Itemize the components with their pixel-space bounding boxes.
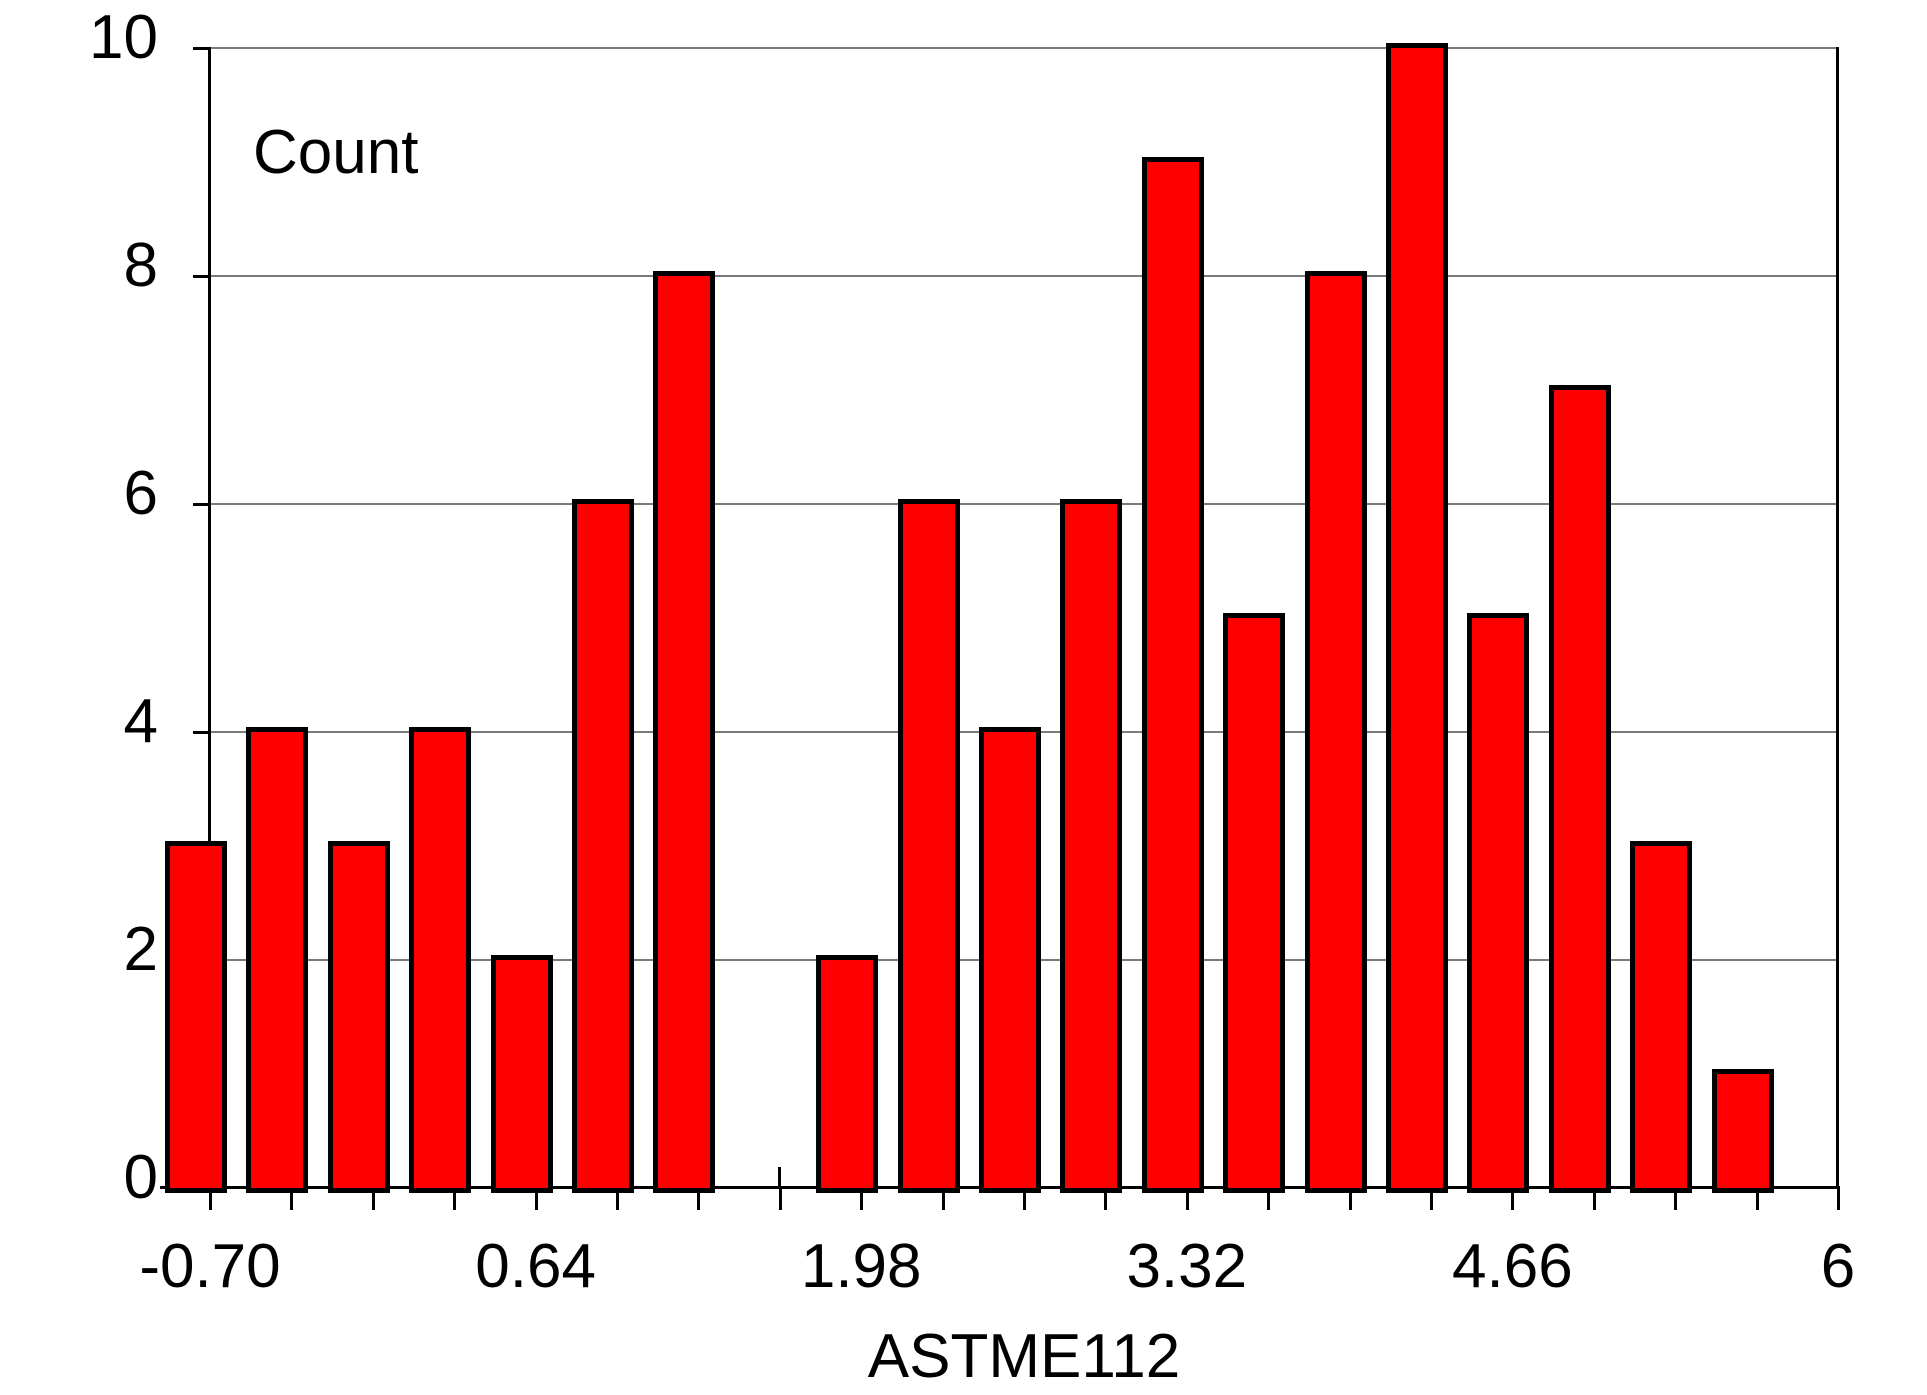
histogram-bar [1386,43,1448,1193]
x-tick-label: 4.66 [1452,1232,1573,1301]
x-axis-tick [371,1188,375,1210]
x-tick-label: 6 [1820,1232,1856,1301]
x-axis-tick [1592,1188,1596,1210]
x-axis-tick [1023,1188,1026,1210]
y-tick-label: 0 [123,1143,158,1212]
x-axis-tick [616,1188,619,1210]
x-axis-title: ASTME112 [867,1322,1181,1391]
empty-bin-mark [778,1167,782,1188]
y-tick-label: 2 [123,915,158,984]
x-axis-tick [1185,1188,1189,1210]
x-axis-tick [290,1188,294,1210]
x-axis-tick [1837,1188,1840,1210]
y-tick-label: 10 [89,3,158,72]
x-axis-tick [697,1188,701,1210]
x-axis-tick [209,1188,212,1210]
x-tick-label: -0.70 [139,1232,281,1301]
x-tick-label: 3.32 [1126,1232,1248,1301]
histogram-bar [490,955,553,1193]
chart-title: Count [253,118,419,187]
y-axis-line [208,47,211,1188]
x-axis-tick [860,1188,864,1210]
histogram-bar [1548,385,1611,1193]
gridline [210,503,1838,505]
y-tick-label: 6 [123,459,158,528]
y-axis-tick [193,47,210,50]
histogram-bar [1141,157,1204,1193]
x-axis-tick [1348,1188,1352,1210]
gridline [210,275,1838,277]
y-tick-label: 8 [123,231,158,300]
x-axis-tick [941,1188,945,1210]
histogram-bar [1304,271,1367,1193]
histogram-bar [979,727,1041,1193]
histogram-bar [246,727,309,1193]
y-axis-tick [193,275,210,278]
histogram-bar [1223,613,1286,1193]
histogram-bar [653,271,716,1193]
x-axis-tick [1674,1188,1678,1210]
x-axis-tick [1104,1188,1108,1210]
x-axis-tick [1755,1188,1759,1210]
y-tick-label: 4 [123,687,158,756]
histogram-bar [1711,1069,1774,1193]
histogram-bar [1060,499,1123,1193]
histogram-bar [897,499,960,1193]
histogram-bar [165,841,227,1193]
x-tick-label: 1.98 [800,1232,922,1301]
histogram-bar [816,955,879,1193]
y-axis-tick [193,503,210,506]
x-axis-tick [1430,1188,1433,1210]
gridline [210,47,1838,49]
x-tick-label: 0.64 [475,1232,596,1301]
y-axis-tick [193,731,210,734]
x-axis-tick [1267,1188,1271,1210]
x-axis-tick [534,1188,538,1210]
x-axis-tick [1511,1188,1515,1210]
x-axis-tick [453,1188,457,1210]
plot-right-edge [1836,47,1839,1188]
x-axis-tick [778,1188,782,1210]
histogram-bar [572,499,634,1193]
histogram-bar [1467,613,1530,1193]
histogram-bar [327,841,390,1193]
histogram-bar [409,727,472,1193]
histogram-bar [1630,841,1693,1193]
